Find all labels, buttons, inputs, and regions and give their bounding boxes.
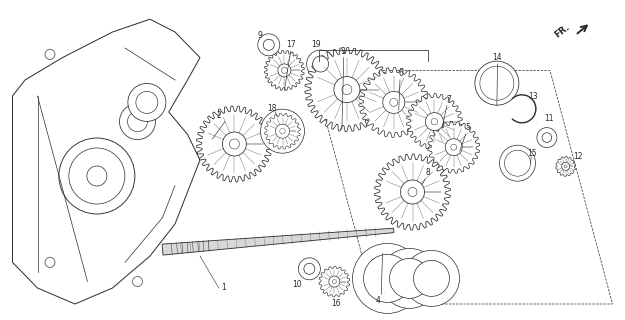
Text: 11: 11 [544, 114, 554, 123]
Text: 14: 14 [492, 53, 502, 62]
Circle shape [404, 250, 459, 307]
Circle shape [304, 263, 315, 274]
Circle shape [276, 124, 289, 138]
Circle shape [364, 254, 411, 302]
Circle shape [511, 156, 524, 170]
Circle shape [45, 49, 55, 60]
Circle shape [332, 280, 336, 284]
Polygon shape [264, 113, 301, 149]
Circle shape [69, 148, 125, 204]
Polygon shape [162, 228, 394, 255]
Circle shape [475, 61, 519, 105]
Circle shape [222, 132, 246, 156]
Circle shape [307, 50, 334, 78]
Circle shape [451, 144, 457, 150]
Text: 8: 8 [425, 168, 430, 177]
Circle shape [562, 163, 569, 170]
Polygon shape [374, 154, 451, 230]
Circle shape [352, 244, 422, 313]
Polygon shape [556, 156, 576, 176]
Circle shape [263, 39, 274, 50]
Polygon shape [196, 106, 272, 182]
Circle shape [445, 139, 462, 156]
Text: 18: 18 [267, 104, 277, 113]
Circle shape [480, 66, 514, 100]
Circle shape [334, 76, 360, 103]
Circle shape [45, 257, 55, 268]
Circle shape [278, 64, 291, 77]
Circle shape [342, 84, 352, 95]
Text: 15: 15 [528, 149, 538, 158]
Circle shape [431, 118, 437, 125]
Circle shape [258, 34, 280, 56]
Polygon shape [264, 51, 304, 90]
Polygon shape [305, 48, 389, 132]
Circle shape [390, 99, 398, 106]
Text: 19: 19 [311, 40, 321, 49]
Text: 9: 9 [258, 31, 262, 40]
Circle shape [229, 139, 239, 149]
Circle shape [127, 112, 148, 132]
Text: 16: 16 [331, 300, 341, 308]
Text: 13: 13 [528, 92, 538, 100]
Circle shape [261, 109, 304, 153]
Circle shape [312, 56, 329, 72]
Circle shape [408, 188, 417, 196]
Circle shape [136, 92, 158, 113]
Circle shape [87, 166, 107, 186]
Circle shape [426, 113, 443, 131]
Circle shape [119, 104, 156, 140]
Circle shape [298, 258, 321, 280]
Circle shape [128, 84, 166, 121]
Text: 12: 12 [573, 152, 583, 161]
Text: 4: 4 [376, 296, 381, 305]
Circle shape [132, 276, 142, 287]
Circle shape [389, 259, 429, 298]
Circle shape [379, 248, 439, 308]
Circle shape [280, 128, 285, 134]
Text: 10: 10 [292, 280, 302, 289]
Polygon shape [428, 121, 480, 173]
Circle shape [542, 133, 552, 142]
Text: 1: 1 [221, 284, 226, 292]
Text: 3: 3 [340, 47, 345, 56]
Polygon shape [319, 266, 350, 297]
Text: 17: 17 [286, 40, 296, 49]
Circle shape [487, 73, 507, 93]
Circle shape [59, 138, 135, 214]
Circle shape [329, 276, 340, 287]
Text: 7: 7 [446, 95, 451, 104]
Text: 2: 2 [216, 111, 221, 120]
Circle shape [499, 145, 536, 181]
Circle shape [564, 165, 567, 168]
Circle shape [281, 68, 288, 73]
Text: 5: 5 [465, 124, 470, 132]
Circle shape [537, 128, 557, 148]
Polygon shape [406, 93, 462, 149]
Polygon shape [359, 68, 429, 137]
Circle shape [401, 180, 424, 204]
Text: 6: 6 [399, 69, 404, 78]
Text: FR.: FR. [553, 23, 572, 40]
Circle shape [414, 260, 449, 296]
Polygon shape [12, 19, 200, 304]
Circle shape [504, 150, 531, 176]
Circle shape [382, 92, 405, 113]
Circle shape [274, 122, 291, 140]
